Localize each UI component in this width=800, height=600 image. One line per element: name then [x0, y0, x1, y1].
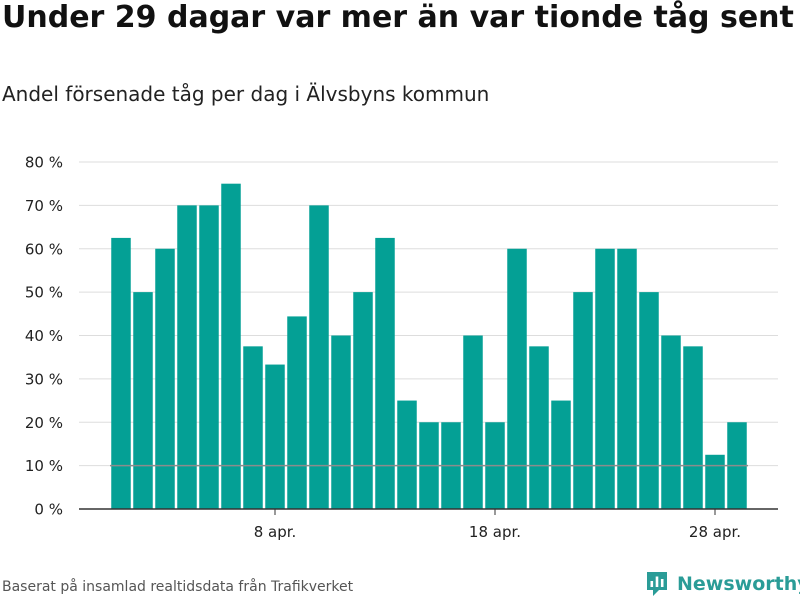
bar	[243, 346, 263, 509]
y-tick-label: 70 %	[25, 197, 63, 215]
bar	[463, 335, 483, 509]
y-tick-label: 10 %	[25, 457, 63, 475]
bar	[375, 237, 395, 509]
bars	[111, 183, 747, 509]
bar	[617, 248, 637, 509]
x-tick-label: 28 apr.	[689, 523, 741, 541]
bar	[507, 248, 527, 509]
bar	[287, 316, 307, 509]
bar	[529, 346, 549, 509]
y-tick-label: 40 %	[25, 327, 63, 345]
brand-logo[interactable]: Newsworthy	[645, 570, 800, 598]
y-tick-label: 50 %	[25, 284, 63, 302]
source-note: Baserat på insamlad realtidsdata från Tr…	[2, 579, 354, 595]
x-tick-label: 18 apr.	[469, 523, 521, 541]
bar	[573, 292, 593, 509]
bar	[309, 205, 329, 509]
x-tick-label: 8 apr.	[254, 523, 297, 541]
bar	[331, 335, 351, 509]
chart-title: Under 29 dagar var mer än var tionde tåg…	[2, 0, 794, 35]
y-tick-label: 0 %	[34, 501, 63, 519]
bar	[551, 400, 571, 509]
bar	[661, 335, 681, 509]
y-tick-label: 80 %	[25, 154, 63, 172]
bar	[221, 183, 241, 509]
bar	[133, 292, 153, 509]
brand-name: Newsworthy	[677, 573, 800, 595]
bar	[265, 364, 285, 509]
bar	[353, 292, 373, 509]
bar	[683, 346, 703, 509]
y-tick-label: 20 %	[25, 414, 63, 432]
y-tick-label: 30 %	[25, 370, 63, 388]
y-tick-label: 60 %	[25, 240, 63, 258]
bar	[705, 454, 725, 509]
chart-subtitle: Andel försenade tåg per dag i Älvsbyns k…	[2, 82, 490, 106]
axes: 0 % 10 % 20 % 30 % 40 % 50 % 60 % 70 % 80 % 8 apr…	[25, 154, 778, 541]
bar	[595, 248, 615, 509]
bar	[177, 205, 197, 509]
bar-chart: 0 % 10 % 20 % 30 % 40 % 50 % 60 % 70 % 80 % 8 apr…	[25, 154, 778, 541]
bar	[639, 292, 659, 509]
newsworthy-logo-icon	[647, 572, 667, 596]
bar	[199, 205, 219, 509]
bar	[111, 237, 131, 509]
bar	[155, 248, 175, 509]
bar	[397, 400, 417, 509]
